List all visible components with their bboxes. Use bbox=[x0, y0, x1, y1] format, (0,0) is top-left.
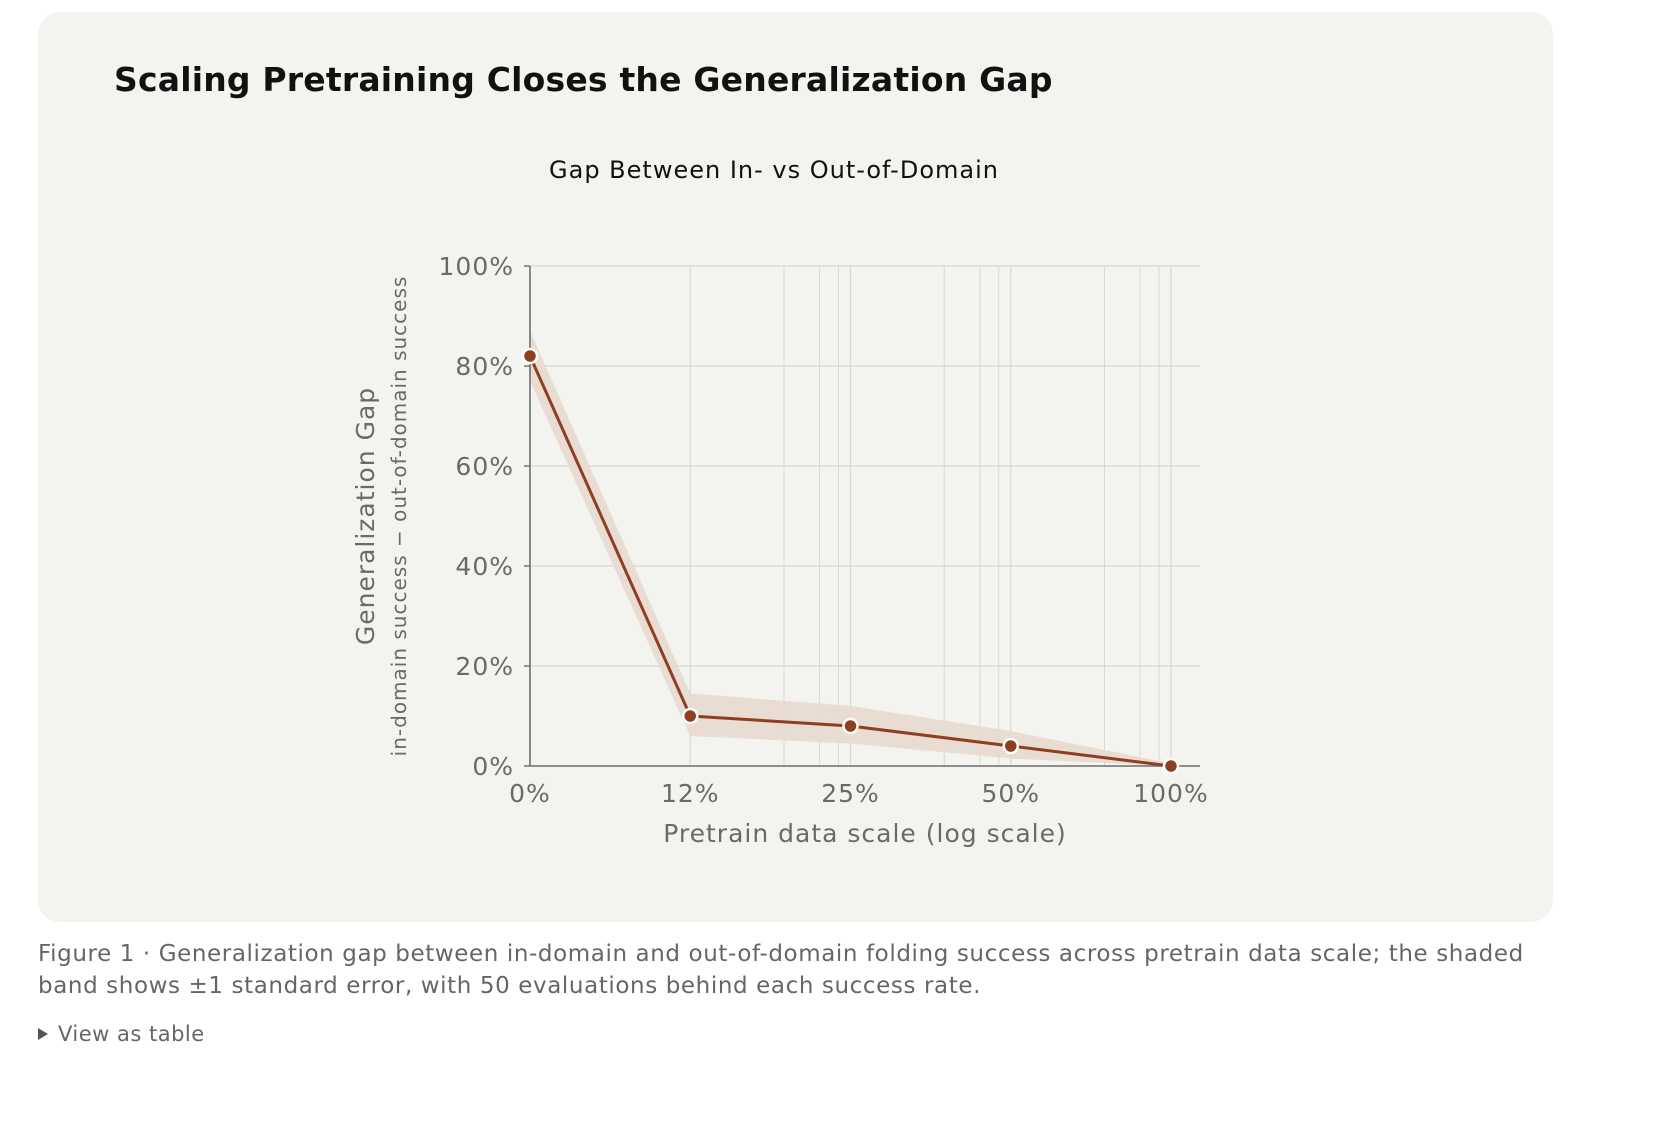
data-point bbox=[1162, 757, 1180, 775]
x-tick-label: 12% bbox=[661, 779, 720, 808]
triangle-right-icon bbox=[38, 1028, 48, 1040]
view-as-table-toggle[interactable]: View as table bbox=[38, 1022, 205, 1046]
view-as-table-label: View as table bbox=[58, 1022, 205, 1046]
y-axis-sublabel: in-domain success − out-of-domain succes… bbox=[387, 276, 411, 757]
y-tick-label: 100% bbox=[439, 252, 514, 281]
y-tick-labels: 0% 20% 40% 60% 80% 100% bbox=[439, 252, 514, 781]
chart-card: Scaling Pretraining Closes the Generaliz… bbox=[38, 12, 1553, 922]
data-point bbox=[521, 347, 539, 365]
x-axis-label: Pretrain data scale (log scale) bbox=[663, 819, 1067, 848]
x-tick-label: 100% bbox=[1133, 779, 1208, 808]
data-point bbox=[1002, 737, 1019, 755]
data-point bbox=[682, 707, 699, 725]
data-point bbox=[842, 717, 859, 735]
card-title: Scaling Pretraining Closes the Generaliz… bbox=[114, 60, 1053, 99]
series-points bbox=[521, 347, 1180, 775]
figure-caption: Figure 1 · Generalization gap between in… bbox=[38, 941, 1524, 999]
y-tick-label: 40% bbox=[455, 552, 514, 581]
chart-axes bbox=[524, 265, 1200, 767]
chart-grid bbox=[530, 265, 1200, 767]
y-tick-label: 60% bbox=[455, 452, 514, 481]
x-tick-label: 0% bbox=[509, 779, 551, 808]
y-tick-label: 80% bbox=[455, 352, 514, 381]
y-axis-label: Generalization Gap bbox=[351, 387, 380, 645]
x-tick-labels: 0% 12% 25% 50% 100% bbox=[509, 779, 1208, 808]
x-tick-label: 50% bbox=[981, 779, 1040, 808]
y-tick-label: 0% bbox=[472, 752, 514, 781]
x-tick-label: 25% bbox=[821, 779, 880, 808]
line-chart: Gap Between In- vs Out-of-Domain 0% 20% 40… bbox=[351, 156, 1208, 848]
y-tick-label: 20% bbox=[455, 652, 514, 681]
chart-title: Gap Between In- vs Out-of-Domain bbox=[549, 156, 999, 184]
